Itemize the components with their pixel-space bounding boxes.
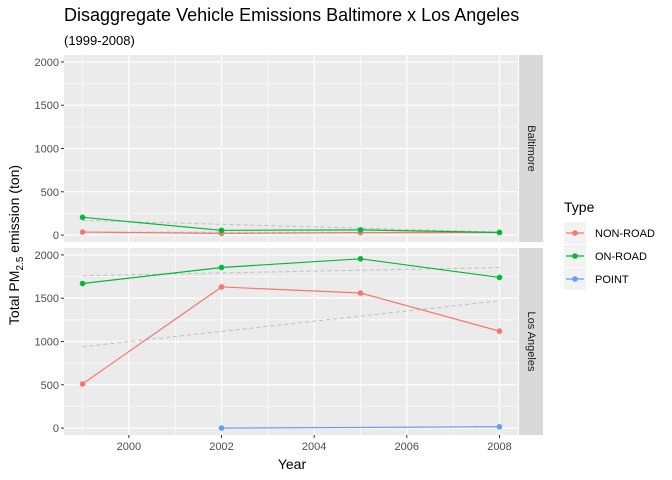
legend-item-point: POINT [564, 268, 629, 290]
y-axis-title-subscript: 2.5 [15, 256, 26, 270]
data-point-on-road [357, 256, 364, 262]
series-line-point [221, 426, 500, 429]
legend: Type NON-ROAD ON-ROAD POINT [564, 199, 655, 290]
x-tick-label: 2006 [395, 441, 419, 453]
data-point-on-road [496, 229, 503, 236]
chart-subtitle: (1999-2008) [64, 33, 135, 48]
x-tick-label: 2002 [209, 441, 233, 453]
y-tick-label: 1000 [35, 337, 59, 349]
legend-label: POINT [595, 274, 629, 286]
facet-strip-label: Baltimore [525, 125, 537, 171]
data-point-on-road [218, 227, 225, 234]
y-tick-label: 1500 [35, 100, 59, 112]
data-point-on-road [79, 214, 86, 221]
legend-label: ON-ROAD [595, 251, 647, 263]
legend-label: NON-ROAD [595, 228, 655, 240]
chart-title: Disaggregate Vehicle Emissions Baltimore… [64, 5, 519, 25]
data-point-on-road [357, 227, 364, 233]
y-tick-label: 1000 [35, 144, 59, 156]
x-tick-label: 2004 [302, 441, 326, 453]
panel-los-angeles: 0 500 1000 1500 2000 Los Angeles [35, 248, 543, 435]
facet-panels: 0 500 1000 1500 2000 Baltimore 0 500 1000 1500 200… [35, 55, 543, 453]
facet-strip-label: Los Angeles [525, 312, 537, 372]
data-point-non-road [79, 381, 86, 387]
y-axis-title-prefix: Total PM [6, 271, 22, 325]
legend-title: Type [564, 199, 595, 215]
series-line-on-road [82, 258, 500, 285]
y-axis-title-suffix: emission (ton) [6, 165, 22, 257]
series-line-on-road [82, 216, 500, 234]
data-point-non-road [218, 284, 225, 290]
y-tick-label: 2000 [35, 57, 59, 69]
data-point-non-road [357, 290, 364, 296]
legend-key-point [572, 230, 578, 236]
y-tick-label: 2000 [35, 250, 59, 262]
data-point-point [218, 425, 225, 431]
x-axis-title: Year [278, 456, 307, 472]
legend-key-point [572, 276, 578, 282]
data-point-non-road [79, 229, 86, 235]
panel-baltimore: 0 500 1000 1500 2000 Baltimore [35, 55, 543, 242]
y-tick-label: 500 [41, 380, 59, 392]
facet-strip [519, 248, 543, 435]
legend-item-on-road: ON-ROAD [564, 245, 647, 267]
x-tick-label: 2000 [117, 441, 141, 453]
series-line-non-road [82, 286, 500, 385]
facet-strip [519, 55, 543, 242]
data-point-non-road [496, 328, 503, 334]
x-tick-label: 2008 [487, 441, 511, 453]
y-tick-label: 0 [53, 230, 59, 242]
data-point-on-road [496, 274, 503, 281]
legend-item-non-road: NON-ROAD [564, 222, 655, 244]
data-point-point [496, 423, 503, 430]
data-point-on-road [218, 264, 225, 271]
y-axis-title: Total PM2.5 emission (ton) [6, 165, 26, 325]
y-tick-label: 0 [53, 423, 59, 435]
y-tick-label: 1500 [35, 293, 59, 305]
series-line-non-road [82, 231, 500, 234]
data-point-on-road [79, 280, 86, 287]
y-tick-label: 500 [41, 187, 59, 199]
legend-key-point [572, 253, 578, 259]
